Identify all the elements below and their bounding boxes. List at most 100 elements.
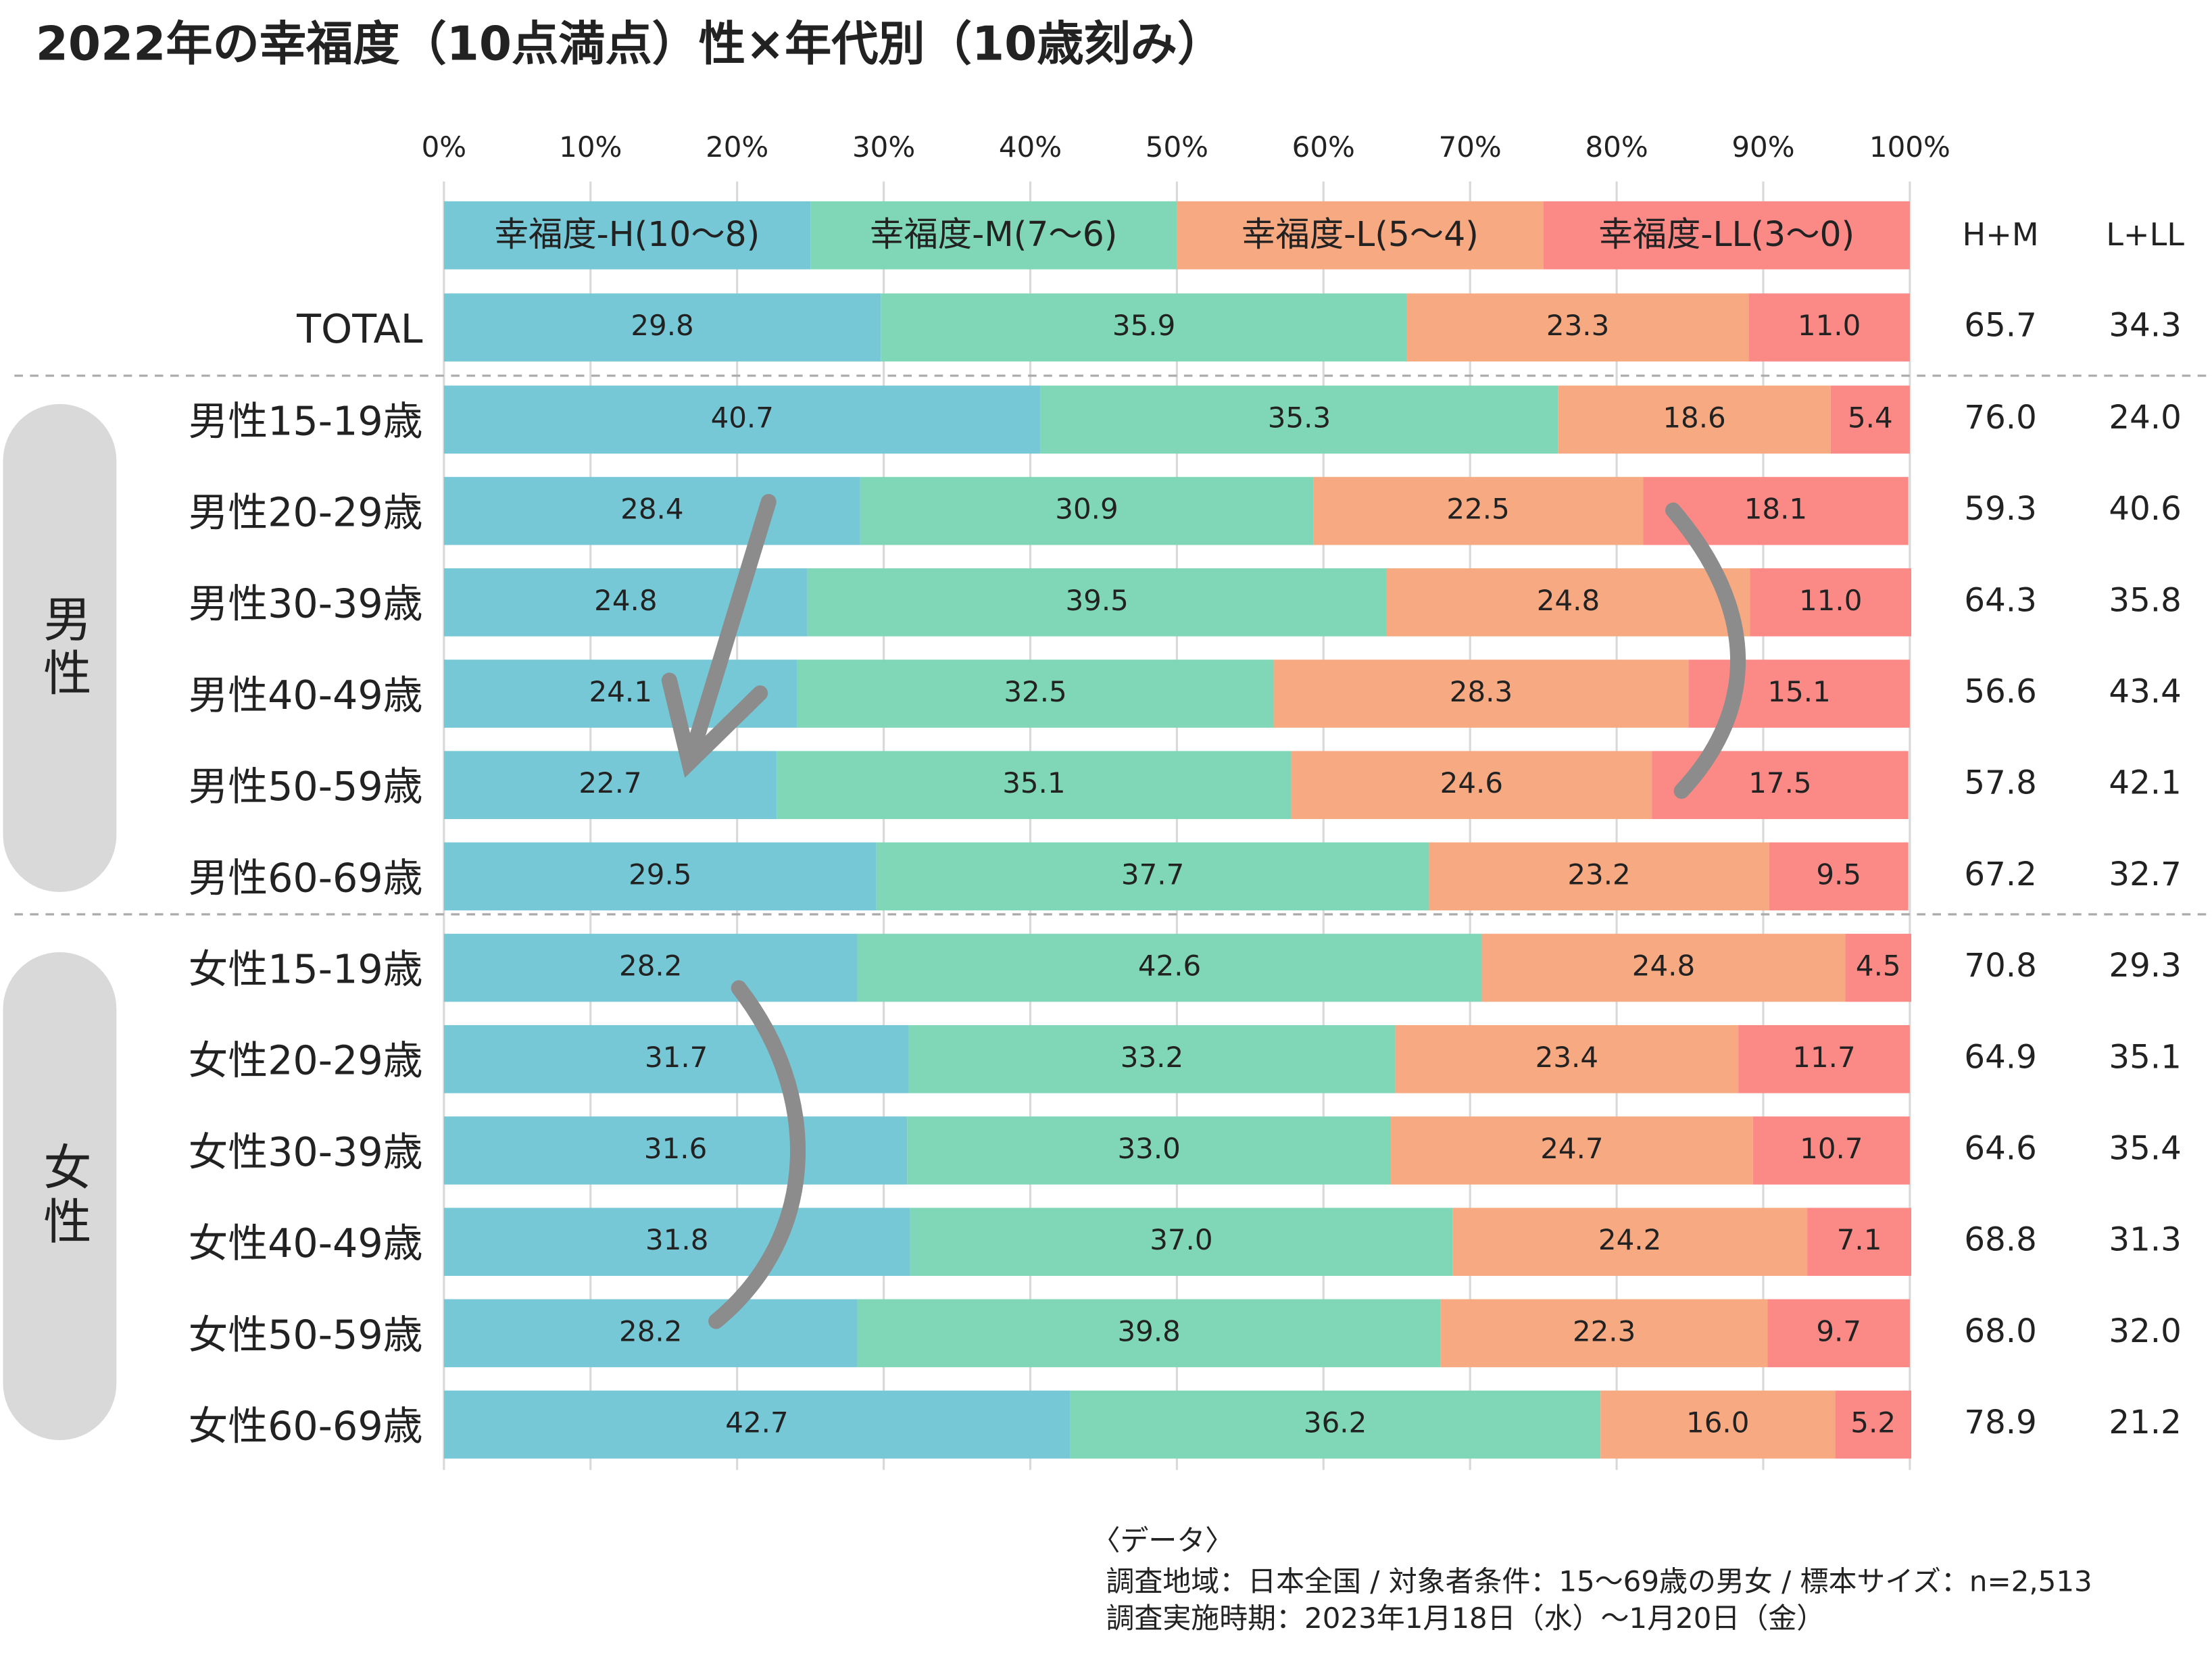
bar-segment xyxy=(443,1024,909,1093)
bar-segment xyxy=(1452,1208,1808,1277)
data-label: 4.5 xyxy=(1856,949,1901,983)
group-label: 男性 xyxy=(35,594,91,701)
data-label: 24.6 xyxy=(1440,766,1503,799)
bar-segment xyxy=(1830,385,1910,454)
summary-value: 24.0 xyxy=(2109,399,2181,437)
summary-value: 65.7 xyxy=(1964,307,2036,345)
data-label: 42.7 xyxy=(725,1406,788,1439)
bar-segment xyxy=(443,933,858,1002)
bar-segment xyxy=(1386,568,1750,637)
group-label: 女性 xyxy=(35,1142,91,1250)
data-label: 31.6 xyxy=(644,1132,707,1165)
summary-value: 67.2 xyxy=(1964,856,2036,893)
y-tick-label: 女性40-49歳 xyxy=(189,1220,423,1266)
x-tick-label: 30% xyxy=(852,130,915,164)
bar-segment xyxy=(1558,385,1831,454)
bar-segment xyxy=(443,476,860,545)
data-label: 24.8 xyxy=(594,584,657,617)
x-tick-label: 0% xyxy=(422,130,467,164)
bar-segment xyxy=(1769,842,1909,911)
legend-swatch xyxy=(1543,201,1910,270)
summary-value: 56.6 xyxy=(1964,673,2036,711)
note: 調査実施時期：2023年1月18日（水）～1月20日（金） xyxy=(1106,1602,1825,1635)
legend-swatch xyxy=(810,201,1177,270)
data-label: 5.2 xyxy=(1850,1406,1896,1439)
data-label: 7.1 xyxy=(1837,1223,1882,1256)
data-label: 33.2 xyxy=(1121,1041,1183,1074)
summary-value: 42.1 xyxy=(2109,764,2181,802)
bar-segment xyxy=(443,1208,910,1277)
note: 調査地域：日本全国 / 対象者条件：15～69歳の男女 / 標本サイズ：n=2,… xyxy=(1106,1565,2092,1598)
data-label: 29.8 xyxy=(631,309,693,342)
summary-value: 64.3 xyxy=(1964,581,2036,619)
x-tick-label: 60% xyxy=(1292,130,1355,164)
data-label: 30.9 xyxy=(1055,493,1118,526)
bar-segment xyxy=(1440,1299,1768,1368)
bar-segment xyxy=(1481,933,1846,1002)
y-tick-label: 女性50-59歳 xyxy=(189,1311,423,1358)
bar-segment xyxy=(1750,568,1912,637)
data-label: 9.5 xyxy=(1816,858,1861,891)
summary-value: 59.3 xyxy=(1964,490,2036,528)
x-tick-label: 70% xyxy=(1439,130,1502,164)
data-label: 39.8 xyxy=(1117,1314,1180,1347)
y-tick-label: 男性30-39歳 xyxy=(189,580,423,627)
summary-value: 64.6 xyxy=(1964,1129,2036,1167)
data-label: 37.7 xyxy=(1121,858,1184,891)
y-tick-label: 男性20-29歳 xyxy=(189,489,423,536)
data-label: 10.7 xyxy=(1800,1132,1863,1165)
y-tick-label: 男性50-59歳 xyxy=(189,763,423,810)
data-label: 35.1 xyxy=(1002,766,1065,799)
data-label: 22.7 xyxy=(579,766,641,799)
bar-segment xyxy=(1395,1024,1739,1093)
bar-segment xyxy=(1738,1024,1910,1093)
summary-value: 34.3 xyxy=(2109,307,2181,345)
bar-segment xyxy=(443,1390,1071,1459)
data-label: 18.1 xyxy=(1744,493,1807,526)
data-label: 42.6 xyxy=(1138,949,1201,983)
chart-title: 2022年の幸福度（10点満点）性×年代別（10歳刻み） xyxy=(36,17,1224,71)
x-tick-label: 100% xyxy=(1869,130,1950,164)
column-header: H+M xyxy=(1963,216,2039,253)
legend-label: 幸福度-M(7～6) xyxy=(870,214,1117,254)
bar-segment xyxy=(1040,385,1558,454)
x-tick-label: 50% xyxy=(1146,130,1208,164)
bar-segment xyxy=(857,1299,1441,1368)
bar-segment xyxy=(443,842,877,911)
data-label: 35.3 xyxy=(1268,401,1331,434)
bar-segment xyxy=(1752,1116,1910,1185)
legend-label: 幸福度-LL(3～0) xyxy=(1598,214,1854,254)
bar-segment xyxy=(907,1116,1392,1185)
bar-segment xyxy=(1845,933,1912,1002)
data-label: 22.3 xyxy=(1573,1314,1636,1347)
y-tick-label: 男性15-19歳 xyxy=(189,397,423,444)
y-tick-label: 女性15-19歳 xyxy=(189,945,423,992)
data-label: 9.7 xyxy=(1816,1314,1861,1347)
summary-value: 32.0 xyxy=(2109,1312,2181,1350)
y-tick-label: 女性20-29歳 xyxy=(189,1037,423,1084)
x-tick-label: 90% xyxy=(1731,130,1794,164)
legend-label: 幸福度-L(5～4) xyxy=(1242,214,1479,254)
data-label: 32.5 xyxy=(1004,675,1066,708)
x-tick-label: 40% xyxy=(999,130,1062,164)
data-label: 24.1 xyxy=(589,675,652,708)
arrow xyxy=(1665,502,1746,799)
bar-segment xyxy=(443,385,1041,454)
data-label: 11.0 xyxy=(1799,584,1862,617)
data-label: 22.5 xyxy=(1446,493,1509,526)
summary-value: 68.0 xyxy=(1964,1312,2036,1350)
bar-segment xyxy=(1391,1116,1753,1185)
bar-segment xyxy=(1767,1299,1910,1368)
y-tick-label: 女性30-39歳 xyxy=(189,1129,423,1175)
data-label: 18.6 xyxy=(1663,401,1725,434)
data-label: 11.0 xyxy=(1798,309,1861,342)
arrow-head xyxy=(661,672,768,778)
data-label: 23.4 xyxy=(1535,1041,1598,1074)
data-label: 33.0 xyxy=(1117,1132,1180,1165)
data-label: 28.2 xyxy=(619,1314,682,1347)
summary-value: 43.4 xyxy=(2109,673,2181,711)
data-label: 28.4 xyxy=(620,493,683,526)
bar-segment xyxy=(1835,1390,1912,1459)
